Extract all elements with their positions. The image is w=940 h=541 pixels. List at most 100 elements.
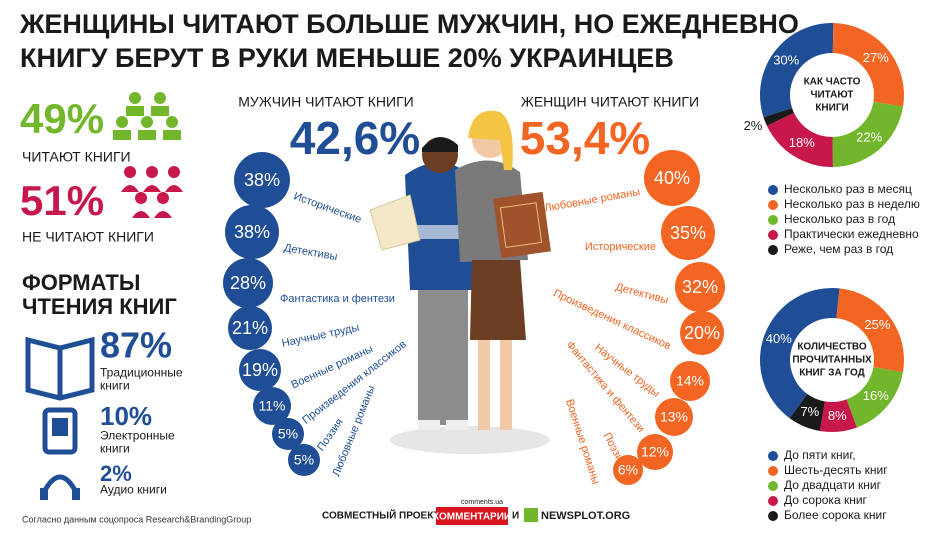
non-reader-icons: [121, 166, 183, 218]
format-label: Электронные: [100, 428, 175, 442]
donut-segment: [832, 101, 904, 167]
donut-label: 8%: [828, 408, 847, 423]
format-label: Традиционные: [100, 365, 183, 379]
donut-title: КНИГ ЗА ГОД: [799, 368, 865, 379]
legend-label: Реже, чем раз в год: [784, 242, 893, 256]
genre-value: 32%: [682, 277, 718, 297]
genre-bubble: [644, 150, 700, 206]
legend-swatch: [768, 200, 778, 210]
source: Согласно данным соцопроса Research&Brand…: [22, 514, 251, 524]
genre-bubble: [228, 306, 272, 350]
illustration: [369, 110, 551, 454]
legend-swatch: [768, 481, 778, 491]
format-label: книги: [100, 441, 130, 455]
donut-label: 25%: [864, 317, 890, 332]
genre-bubble: [613, 455, 643, 485]
legend-label: Более сорока книг: [784, 508, 887, 522]
format-label: Аудио книги: [100, 483, 167, 497]
format-label: книги: [100, 378, 130, 392]
donut-title: КОЛИЧЕСТВО: [797, 342, 867, 353]
donut-segment: [832, 23, 904, 107]
genre-value: 40%: [654, 168, 690, 188]
partner1-box: [436, 507, 508, 525]
genre-bubble: [655, 398, 693, 436]
format-value: 2%: [100, 461, 132, 486]
legend-label: Несколько раз в год: [784, 212, 895, 226]
donut-segment: [836, 288, 904, 373]
genre-bubble: [637, 434, 673, 470]
legend-swatch: [768, 451, 778, 461]
donut-title: ПРОЧИТАННЫХ: [792, 355, 872, 366]
genre-value: 21%: [232, 318, 268, 338]
legend-swatch: [768, 466, 778, 476]
genre-value: 13%: [660, 409, 688, 425]
partner1: КОММЕНТАРИИ: [433, 512, 511, 523]
donut-label: 18%: [789, 135, 815, 150]
donut-segment: [789, 393, 825, 431]
legend-label: Несколько раз в месяц: [784, 182, 912, 196]
partner2-logo: [524, 508, 538, 522]
donut-segment: [766, 112, 833, 167]
donut-title: ЧИТАЮТ: [810, 90, 853, 101]
genre-bubble: [675, 262, 725, 312]
donut-segment: [760, 22, 834, 118]
format-icons: [25, 336, 95, 500]
genre-value: 19%: [242, 360, 278, 380]
title: КНИГУ БЕРУТ В РУКИ МЕНЬШЕ 20% УКРАИНЦЕВ: [20, 43, 674, 73]
readers-label: ЧИТАЮТ КНИГИ: [22, 149, 131, 165]
legend-swatch: [768, 511, 778, 521]
group-value: 42,6%: [290, 112, 420, 164]
genre-bubble: [225, 205, 279, 259]
donut-label: 2%: [744, 118, 763, 133]
and: И: [512, 511, 519, 522]
genre-bubble: [661, 206, 715, 260]
title: ЖЕНЩИНЫ ЧИТАЮТ БОЛЬШЕ МУЖЧИН, НО ЕЖЕДНЕВ…: [19, 9, 799, 39]
legend-label: До пяти книг,: [784, 448, 856, 462]
donut-title: КНИГИ: [815, 103, 848, 114]
legend-swatch: [768, 245, 778, 255]
format-value: 87%: [100, 325, 172, 366]
genre-bubble: [288, 444, 320, 476]
genre-value: 6%: [618, 462, 638, 478]
format-value: 10%: [100, 401, 152, 431]
non-readers-label: НЕ ЧИТАЮТ КНИГИ: [22, 229, 154, 245]
legend-swatch: [768, 215, 778, 225]
donut-label: 27%: [863, 50, 889, 65]
genre-value: 14%: [676, 373, 704, 389]
reader-icons: [113, 92, 181, 140]
partner2: NEWSPLOT.ORG: [541, 510, 630, 522]
legend-label: До двадцати книг: [784, 478, 882, 492]
genre-value: 35%: [670, 223, 706, 243]
donut-segment: [763, 107, 795, 126]
formats-title: ЧТЕНИЯ КНИГ: [22, 294, 177, 319]
genre-bubble: [272, 418, 304, 450]
genre-value: 5%: [278, 426, 298, 442]
legend-label: Несколько раз в неделю: [784, 197, 920, 211]
formats-title: ФОРМАТЫ: [22, 270, 140, 295]
genre-label: Исторические: [585, 241, 656, 253]
genre-bubble: [223, 258, 273, 308]
genre-value: 20%: [684, 323, 720, 343]
genre-value: 38%: [234, 222, 270, 242]
legend-swatch: [768, 185, 778, 195]
genre-value: 11%: [259, 398, 286, 414]
donut-label: 7%: [800, 404, 819, 419]
non-readers-value: 51%: [20, 177, 104, 224]
genre-bubble: [239, 349, 281, 391]
donut-segment: [846, 367, 903, 428]
project: СОВМЕСТНЫЙ ПРОЕКТ: [322, 509, 440, 522]
legend-swatch: [768, 230, 778, 240]
legend-label: До сорока книг: [784, 493, 868, 507]
group-value: 53,4%: [520, 112, 650, 164]
genre-value: 12%: [641, 444, 669, 460]
readers-value: 49%: [20, 95, 104, 142]
legend-label: Практически ежедневно: [784, 227, 919, 241]
genre-value: 38%: [244, 170, 280, 190]
group-title: ЖЕНЩИН ЧИТАЮТ КНИГИ: [521, 94, 699, 110]
donut-segment: [759, 288, 840, 419]
group-title: МУЖЧИН ЧИТАЮТ КНИГИ: [238, 94, 413, 110]
donut-label: 40%: [766, 331, 792, 346]
donut-label: 30%: [773, 52, 799, 67]
legend-swatch: [768, 496, 778, 506]
